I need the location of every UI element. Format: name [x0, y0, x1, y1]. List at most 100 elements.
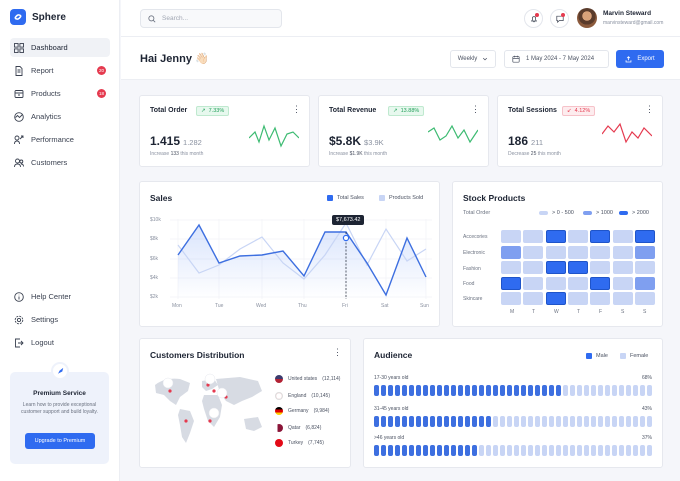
sidebar-item-customers[interactable]: Customers	[10, 153, 110, 172]
audience-bar-segment	[514, 385, 519, 396]
logo[interactable]: Sphere	[10, 9, 66, 25]
audience-bar-segment	[500, 416, 505, 427]
heatmap-cell	[634, 230, 655, 243]
audience-bar-segment	[451, 445, 456, 456]
heatmap-cell	[567, 292, 588, 305]
sidebar: Sphere Dashboard Report 20 Products 18 A…	[0, 0, 120, 481]
topbar: Search... Marvin Steward marvinsteward@g…	[121, 0, 680, 37]
sidebar-item-logout[interactable]: Logout	[10, 333, 110, 352]
audience-bar-segment	[612, 385, 617, 396]
audience-bar-segment	[521, 445, 526, 456]
user-name: Marvin Steward	[603, 10, 652, 17]
audience-bar-segment	[500, 385, 505, 396]
audience-bar-segment	[500, 445, 505, 456]
audience-bar-segment	[542, 445, 547, 456]
date-range-picker[interactable]: 1 May 2024 - 7 May 2024	[504, 50, 609, 68]
qatar-flag-icon	[275, 424, 283, 432]
heatmap-cell	[590, 292, 611, 305]
row-label: Accecories	[463, 234, 488, 240]
audience-bar-segment	[626, 416, 631, 427]
row-label: Electronic	[463, 250, 485, 256]
row-label: Food	[463, 281, 475, 287]
audience-bar-segment	[542, 416, 547, 427]
heatmap-cell	[567, 276, 588, 290]
audience-bar-segment	[444, 385, 449, 396]
audience-title: Audience	[374, 350, 413, 360]
messages-button[interactable]	[550, 9, 569, 28]
audience-bar-segment	[486, 416, 491, 427]
audience-bar-segment	[549, 416, 554, 427]
upgrade-button[interactable]: Upgrade to Premium	[25, 433, 95, 449]
audience-bar-segment	[647, 416, 652, 427]
audience-bar-segment	[395, 385, 400, 396]
avatar[interactable]	[577, 8, 597, 28]
audience-bar-segment	[451, 385, 456, 396]
legend-total-sales: Total Sales	[327, 195, 364, 201]
x-tick: Sun	[420, 303, 429, 309]
heatmap-cell	[545, 230, 566, 243]
y-tick: $2k	[150, 294, 159, 300]
sales-title: Sales	[150, 193, 173, 203]
y-tick: $10k	[150, 217, 161, 223]
heatmap-cell	[545, 261, 566, 274]
audience-bar-segment	[479, 416, 484, 427]
audience-bar-segment	[528, 385, 533, 396]
audience-bar-segment	[619, 385, 624, 396]
audience-bar-segment	[451, 416, 456, 427]
sidebar-item-settings[interactable]: Settings	[10, 310, 110, 329]
heatmap-cell	[634, 261, 655, 274]
export-icon	[625, 55, 632, 62]
trend-value: 4.12%	[574, 108, 591, 114]
rocket-icon	[51, 362, 69, 380]
sales-card: Sales Total Sales Products Sold $10k $8k…	[139, 181, 440, 327]
sidebar-item-dashboard[interactable]: Dashboard	[10, 38, 110, 57]
audience-bar-segment	[381, 416, 386, 427]
country-item: Germany (9,984)	[275, 407, 329, 415]
audience-bar-segment	[535, 416, 540, 427]
audience-bar-segment	[577, 445, 582, 456]
audience-bar-segment	[374, 445, 379, 456]
more-options-icon[interactable]: ⋮	[292, 104, 301, 114]
audience-row-pct: 43%	[641, 406, 652, 412]
more-options-icon[interactable]: ⋮	[645, 104, 654, 114]
y-tick: $4k	[150, 275, 159, 281]
period-select[interactable]: Weekly	[450, 50, 496, 68]
audience-bar-segment	[395, 445, 400, 456]
audience-row-label: 17-30 years old	[374, 375, 409, 381]
stat-title: Total Revenue	[329, 107, 377, 114]
x-tick: Fri	[342, 303, 348, 309]
sidebar-item-label: Analytics	[31, 112, 62, 121]
distribution-title: Customers Distribution	[150, 350, 245, 360]
y-tick: $8k	[150, 236, 159, 242]
heatmap-cell	[590, 245, 611, 259]
audience-bar-segment	[374, 385, 379, 396]
x-tick: Sat	[381, 303, 389, 309]
search-input[interactable]: Search...	[140, 9, 282, 28]
notifications-button[interactable]	[524, 9, 543, 28]
audience-bar-segment	[409, 445, 414, 456]
chevron-down-icon	[483, 57, 488, 61]
audience-bar-segment	[402, 445, 407, 456]
sidebar-item-label: Help Center	[31, 292, 72, 301]
sidebar-item-products[interactable]: Products 18	[10, 84, 110, 103]
sidebar-item-help-center[interactable]: Help Center	[10, 287, 110, 306]
audience-bar-segment	[570, 445, 575, 456]
more-options-icon[interactable]: ⋮	[333, 347, 342, 357]
sidebar-item-analytics[interactable]: Analytics	[10, 107, 110, 126]
logout-icon	[15, 338, 24, 347]
audience-bar-segment	[577, 385, 582, 396]
audience-bar-segment	[570, 416, 575, 427]
audience-bar-segment	[486, 445, 491, 456]
audience-bar-segment	[556, 445, 561, 456]
audience-bar-segment	[437, 416, 442, 427]
audience-bar-segment	[381, 445, 386, 456]
sidebar-item-report[interactable]: Report 20	[10, 61, 110, 80]
sidebar-item-performance[interactable]: Performance	[10, 130, 110, 149]
heatmap-cell	[545, 245, 566, 259]
legend-low: > 0 - 500	[539, 210, 574, 216]
bottom-nav: Help Center Settings Logout	[10, 287, 110, 356]
stat-card-total-revenue: Total Revenue ↗ 13.88% ⋮ $5.8K $3.9K Incre…	[318, 95, 489, 167]
more-options-icon[interactable]: ⋮	[471, 104, 480, 114]
audience-bar-segment	[416, 385, 421, 396]
export-button[interactable]: Export	[616, 50, 664, 68]
